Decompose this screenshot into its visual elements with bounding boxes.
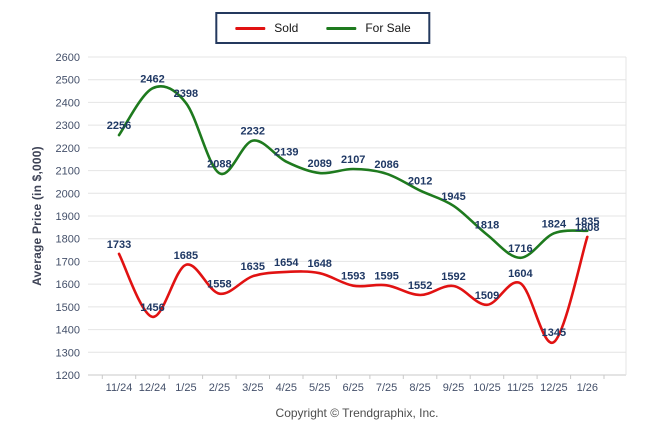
for-sale-data-label: 2398 — [174, 88, 198, 100]
x-tick-label: 11/24 — [106, 382, 133, 394]
y-tick-label: 1900 — [56, 211, 80, 223]
x-tick-label: 8/25 — [409, 382, 430, 394]
sold-data-label: 1592 — [441, 271, 465, 283]
x-tick-label: 1/25 — [175, 382, 196, 394]
for-sale-data-label: 2012 — [408, 176, 432, 188]
legend-label-sold: Sold — [274, 21, 299, 35]
legend: Sold For Sale — [215, 12, 431, 44]
sold-data-label: 1593 — [341, 271, 365, 283]
x-tick-label: 7/25 — [376, 382, 397, 394]
for-sale-data-label: 2088 — [207, 158, 231, 170]
sold-data-label: 1648 — [307, 258, 331, 270]
x-tick-label: 4/25 — [276, 382, 297, 394]
for-sale-data-label: 2232 — [241, 126, 265, 138]
y-tick-label: 1800 — [56, 234, 80, 246]
y-tick-label: 1300 — [56, 347, 80, 359]
sold-data-label: 1808 — [575, 222, 599, 234]
y-tick-label: 2600 — [56, 52, 80, 64]
x-tick-label: 6/25 — [342, 382, 363, 394]
copyright-text: Copyright © Trendgraphix, Inc. — [275, 406, 439, 420]
sold-series-line[interactable] — [117, 235, 589, 344]
sold-data-label: 1558 — [207, 279, 231, 291]
x-tick-label: 2/25 — [209, 382, 230, 394]
y-tick-label: 2200 — [56, 143, 80, 155]
sold-data-label: 1552 — [408, 280, 432, 292]
sold-data-label: 1509 — [475, 290, 499, 302]
x-tick-label: 9/25 — [443, 382, 464, 394]
sold-data-label: 1456 — [140, 302, 164, 314]
y-tick-label: 2000 — [56, 188, 80, 200]
sold-line-swatch — [235, 26, 266, 30]
x-tick-label: 12/24 — [139, 382, 167, 394]
sold-data-label: 1604 — [508, 268, 533, 280]
for-sale-data-label: 2089 — [307, 158, 331, 170]
x-tick-label: 1/26 — [577, 382, 598, 394]
legend-label-for-sale: For Sale — [365, 21, 411, 35]
for-sale-data-label: 2139 — [274, 147, 298, 159]
sold-data-label: 1595 — [374, 270, 398, 282]
x-tick-label: 10/25 — [473, 382, 501, 394]
legend-item-for-sale[interactable]: For Sale — [326, 21, 411, 35]
y-tick-label: 1700 — [56, 256, 80, 268]
x-tick-label: 12/25 — [540, 382, 568, 394]
for-sale-data-label: 1818 — [475, 220, 499, 232]
for-sale-data-label: 1835 — [575, 216, 599, 228]
for-sale-data-label: 2107 — [341, 154, 365, 166]
for-sale-data-label: 2086 — [374, 159, 398, 171]
sold-data-label: 1654 — [274, 257, 299, 269]
for-sale-data-label: 1945 — [441, 191, 465, 203]
for-sale-data-label: 1716 — [508, 243, 532, 255]
y-axis-title: Average Price (in $,000) — [30, 146, 44, 286]
sold-data-label: 1345 — [542, 327, 566, 339]
y-tick-label: 2400 — [56, 97, 80, 109]
for-sale-series-line[interactable] — [117, 85, 589, 260]
x-tick-label: 5/25 — [309, 382, 330, 394]
y-tick-label: 2100 — [56, 166, 80, 178]
y-tick-label: 1400 — [56, 325, 80, 337]
for-sale-data-label: 2462 — [140, 73, 164, 85]
x-tick-label: 11/25 — [507, 382, 534, 394]
sold-data-label: 1685 — [174, 250, 198, 262]
y-tick-label: 2300 — [56, 120, 80, 132]
for-sale-data-label: 1824 — [542, 218, 567, 230]
y-tick-label: 1200 — [56, 370, 80, 382]
x-tick-label: 3/25 — [242, 382, 263, 394]
for-sale-line-swatch — [326, 26, 357, 30]
legend-item-sold[interactable]: Sold — [235, 21, 298, 35]
sold-data-label: 1733 — [107, 239, 131, 251]
y-tick-label: 1500 — [56, 302, 80, 314]
sold-data-label: 1635 — [241, 261, 265, 273]
y-tick-label: 1600 — [56, 279, 80, 291]
for-sale-data-label: 2256 — [107, 120, 131, 132]
y-tick-label: 2500 — [56, 75, 80, 87]
